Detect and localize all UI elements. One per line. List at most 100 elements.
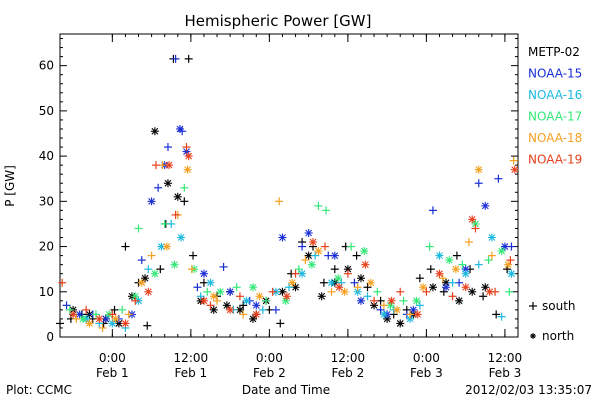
x-tick-label: 12:00: [488, 351, 523, 365]
NOAA-17-north-point: [412, 296, 421, 305]
y-tick-label: 50: [39, 104, 54, 118]
METP-02-north-point: [163, 179, 172, 188]
NOAA-19-south-point: [370, 296, 379, 305]
METP-02-south-point: [452, 251, 461, 260]
NOAA-18-north-point: [340, 287, 349, 296]
NOAA-19-north-point: [413, 310, 422, 319]
NOAA-19-north-point: [485, 287, 494, 296]
NOAA-18-south-point: [187, 265, 196, 274]
x-tick-date: Feb 2: [253, 366, 286, 380]
legend-entry: NOAA-15: [528, 67, 582, 81]
NOAA-19-south-point: [206, 301, 215, 310]
NOAA-18-south-point: [487, 251, 496, 260]
NOAA-18-north-point: [209, 292, 218, 301]
NOAA-16-north-point: [108, 319, 117, 328]
NOAA-19-north-point: [361, 260, 370, 269]
NOAA-17-south-point: [425, 242, 434, 251]
NOAA-15-north-point: [330, 251, 339, 260]
NOAA-19-south-point: [396, 287, 405, 296]
NOAA-17-south-point: [399, 296, 408, 305]
plot-area-frame: [59, 33, 519, 338]
NOAA-19-north-point: [226, 305, 235, 314]
NOAA-15-south-point: [271, 305, 280, 314]
NOAA-17-north-point: [131, 292, 140, 301]
NOAA-19-north-point: [468, 215, 477, 224]
NOAA-17-south-point: [505, 287, 514, 296]
NOAA-17-north-point: [360, 247, 369, 256]
NOAA-18-north-point: [255, 292, 264, 301]
NOAA-15-south-point: [474, 179, 483, 188]
NOAA-19-north-point: [335, 283, 344, 292]
NOAA-19-south-point: [268, 287, 277, 296]
NOAA-17-south-point: [91, 310, 100, 319]
x-tick-label: 0:00: [256, 351, 283, 365]
NOAA-19-south-point: [108, 310, 117, 319]
x-tick-date: Feb 1: [175, 366, 208, 380]
NOAA-19-south-point: [82, 305, 91, 314]
NOAA-16-south-point: [196, 292, 205, 301]
NOAA-17-south-point: [262, 296, 271, 305]
x-tick-date: Feb 3: [489, 366, 522, 380]
NOAA-15-south-point: [154, 183, 163, 192]
NOAA-19-south-point: [343, 269, 352, 278]
NOAA-18-north-point: [162, 242, 171, 251]
NOAA-17-south-point: [373, 287, 382, 296]
x-tick-label: 12:00: [331, 351, 366, 365]
NOAA-17-north-point: [216, 287, 225, 296]
METP-02-south-point: [319, 278, 328, 287]
METP-02-north-point: [249, 314, 258, 323]
NOAA-19-north-point: [282, 292, 291, 301]
NOAA-15-north-point: [226, 287, 235, 296]
NOAA-16-south-point: [415, 301, 424, 310]
NOAA-16-south-point: [144, 265, 153, 274]
NOAA-16-south-point: [285, 283, 293, 292]
NOAA-18-north-point: [111, 314, 120, 323]
METP-02-south-point: [184, 54, 193, 63]
NOAA-18-south-point: [72, 314, 81, 323]
NOAA-19-south-point: [471, 224, 480, 233]
data-points: [56, 54, 519, 332]
NOAA-17-south-point: [232, 283, 241, 292]
NOAA-15-north-point: [278, 233, 287, 242]
y-tick-label: 40: [39, 149, 54, 163]
south-marker-symbol: [529, 302, 537, 310]
legend-entry: NOAA-18: [528, 131, 582, 145]
METP-02-south-point: [276, 319, 285, 328]
marker-key-label: south: [542, 299, 576, 313]
NOAA-18-south-point: [353, 283, 362, 292]
NOAA-16-north-point: [487, 233, 496, 242]
METP-02-north-point: [455, 296, 464, 305]
NOAA-18-south-point: [301, 256, 310, 265]
NOAA-18-north-point: [314, 247, 323, 256]
NOAA-19-north-point: [144, 287, 153, 296]
NOAA-17-south-point: [458, 260, 467, 269]
x-tick-label: 0:00: [99, 351, 126, 365]
NOAA-15-south-point: [62, 301, 71, 310]
footer-source: Plot: CCMC: [6, 383, 72, 397]
NOAA-16-north-point: [242, 296, 251, 305]
NOAA-18-south-point: [213, 296, 222, 305]
NOAA-18-south-point: [509, 156, 518, 165]
METP-02-north-point: [150, 127, 159, 136]
marker-key: south north: [529, 299, 576, 343]
METP-02-south-point: [239, 301, 248, 310]
METP-02-north-point: [468, 287, 477, 296]
NOAA-16-north-point: [327, 278, 336, 287]
NOAA-18-south-point: [379, 301, 388, 310]
METP-02-north-point: [428, 283, 437, 292]
NOAA-18-north-point: [183, 165, 192, 174]
NOAA-17-south-point: [347, 242, 356, 251]
NOAA-17-north-point: [150, 269, 159, 278]
NOAA-17-south-point: [322, 206, 331, 215]
NOAA-15-north-point: [500, 242, 509, 251]
marker-key-label: north: [542, 329, 574, 343]
NOAA-15-south-point: [163, 143, 172, 152]
legend-entry: NOAA-16: [528, 88, 582, 102]
NOAA-16-south-point: [497, 312, 506, 321]
NOAA-15-north-point: [147, 197, 156, 206]
NOAA-18-north-point: [474, 165, 483, 174]
METP-02-south-point: [121, 242, 130, 251]
NOAA-18-south-point: [327, 287, 336, 296]
NOAA-16-north-point: [406, 314, 415, 323]
